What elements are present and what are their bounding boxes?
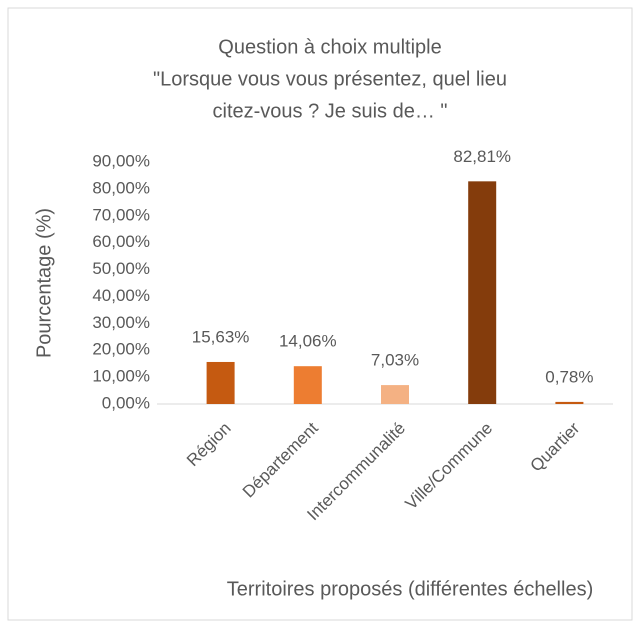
y-tick-label: 10,00%	[92, 367, 150, 386]
chart-title: citez-vous ? Je suis de… "	[213, 100, 448, 122]
y-tick-label: 60,00%	[92, 232, 150, 251]
y-tick-label: 70,00%	[92, 205, 150, 224]
x-axis-label: Territoires proposés (différentes échell…	[227, 578, 593, 600]
y-axis-label: Pourcentage (%)	[33, 208, 55, 358]
bar	[468, 181, 497, 404]
data-label: 15,63%	[192, 327, 250, 346]
y-tick-label: 20,00%	[92, 340, 150, 359]
y-tick-label: 50,00%	[92, 259, 150, 278]
y-tick-label: 0,00%	[102, 393, 150, 412]
y-tick-label: 40,00%	[92, 286, 150, 305]
y-tick-label: 90,00%	[92, 151, 150, 170]
chart-frame	[7, 7, 633, 621]
y-tick-label: 30,00%	[92, 313, 150, 332]
data-label: 0,78%	[545, 367, 593, 386]
bar	[293, 366, 322, 404]
data-label: 82,81%	[453, 147, 511, 166]
chart-title: "Lorsque vous vous présentez, quel lieu	[153, 68, 507, 90]
y-tick-label: 80,00%	[92, 178, 150, 197]
data-label: 7,03%	[371, 351, 419, 370]
bar	[555, 401, 584, 404]
bar	[381, 385, 409, 404]
bar	[206, 361, 235, 404]
chart-title: Question à choix multiple	[218, 36, 441, 58]
data-label: 14,06%	[279, 332, 337, 351]
